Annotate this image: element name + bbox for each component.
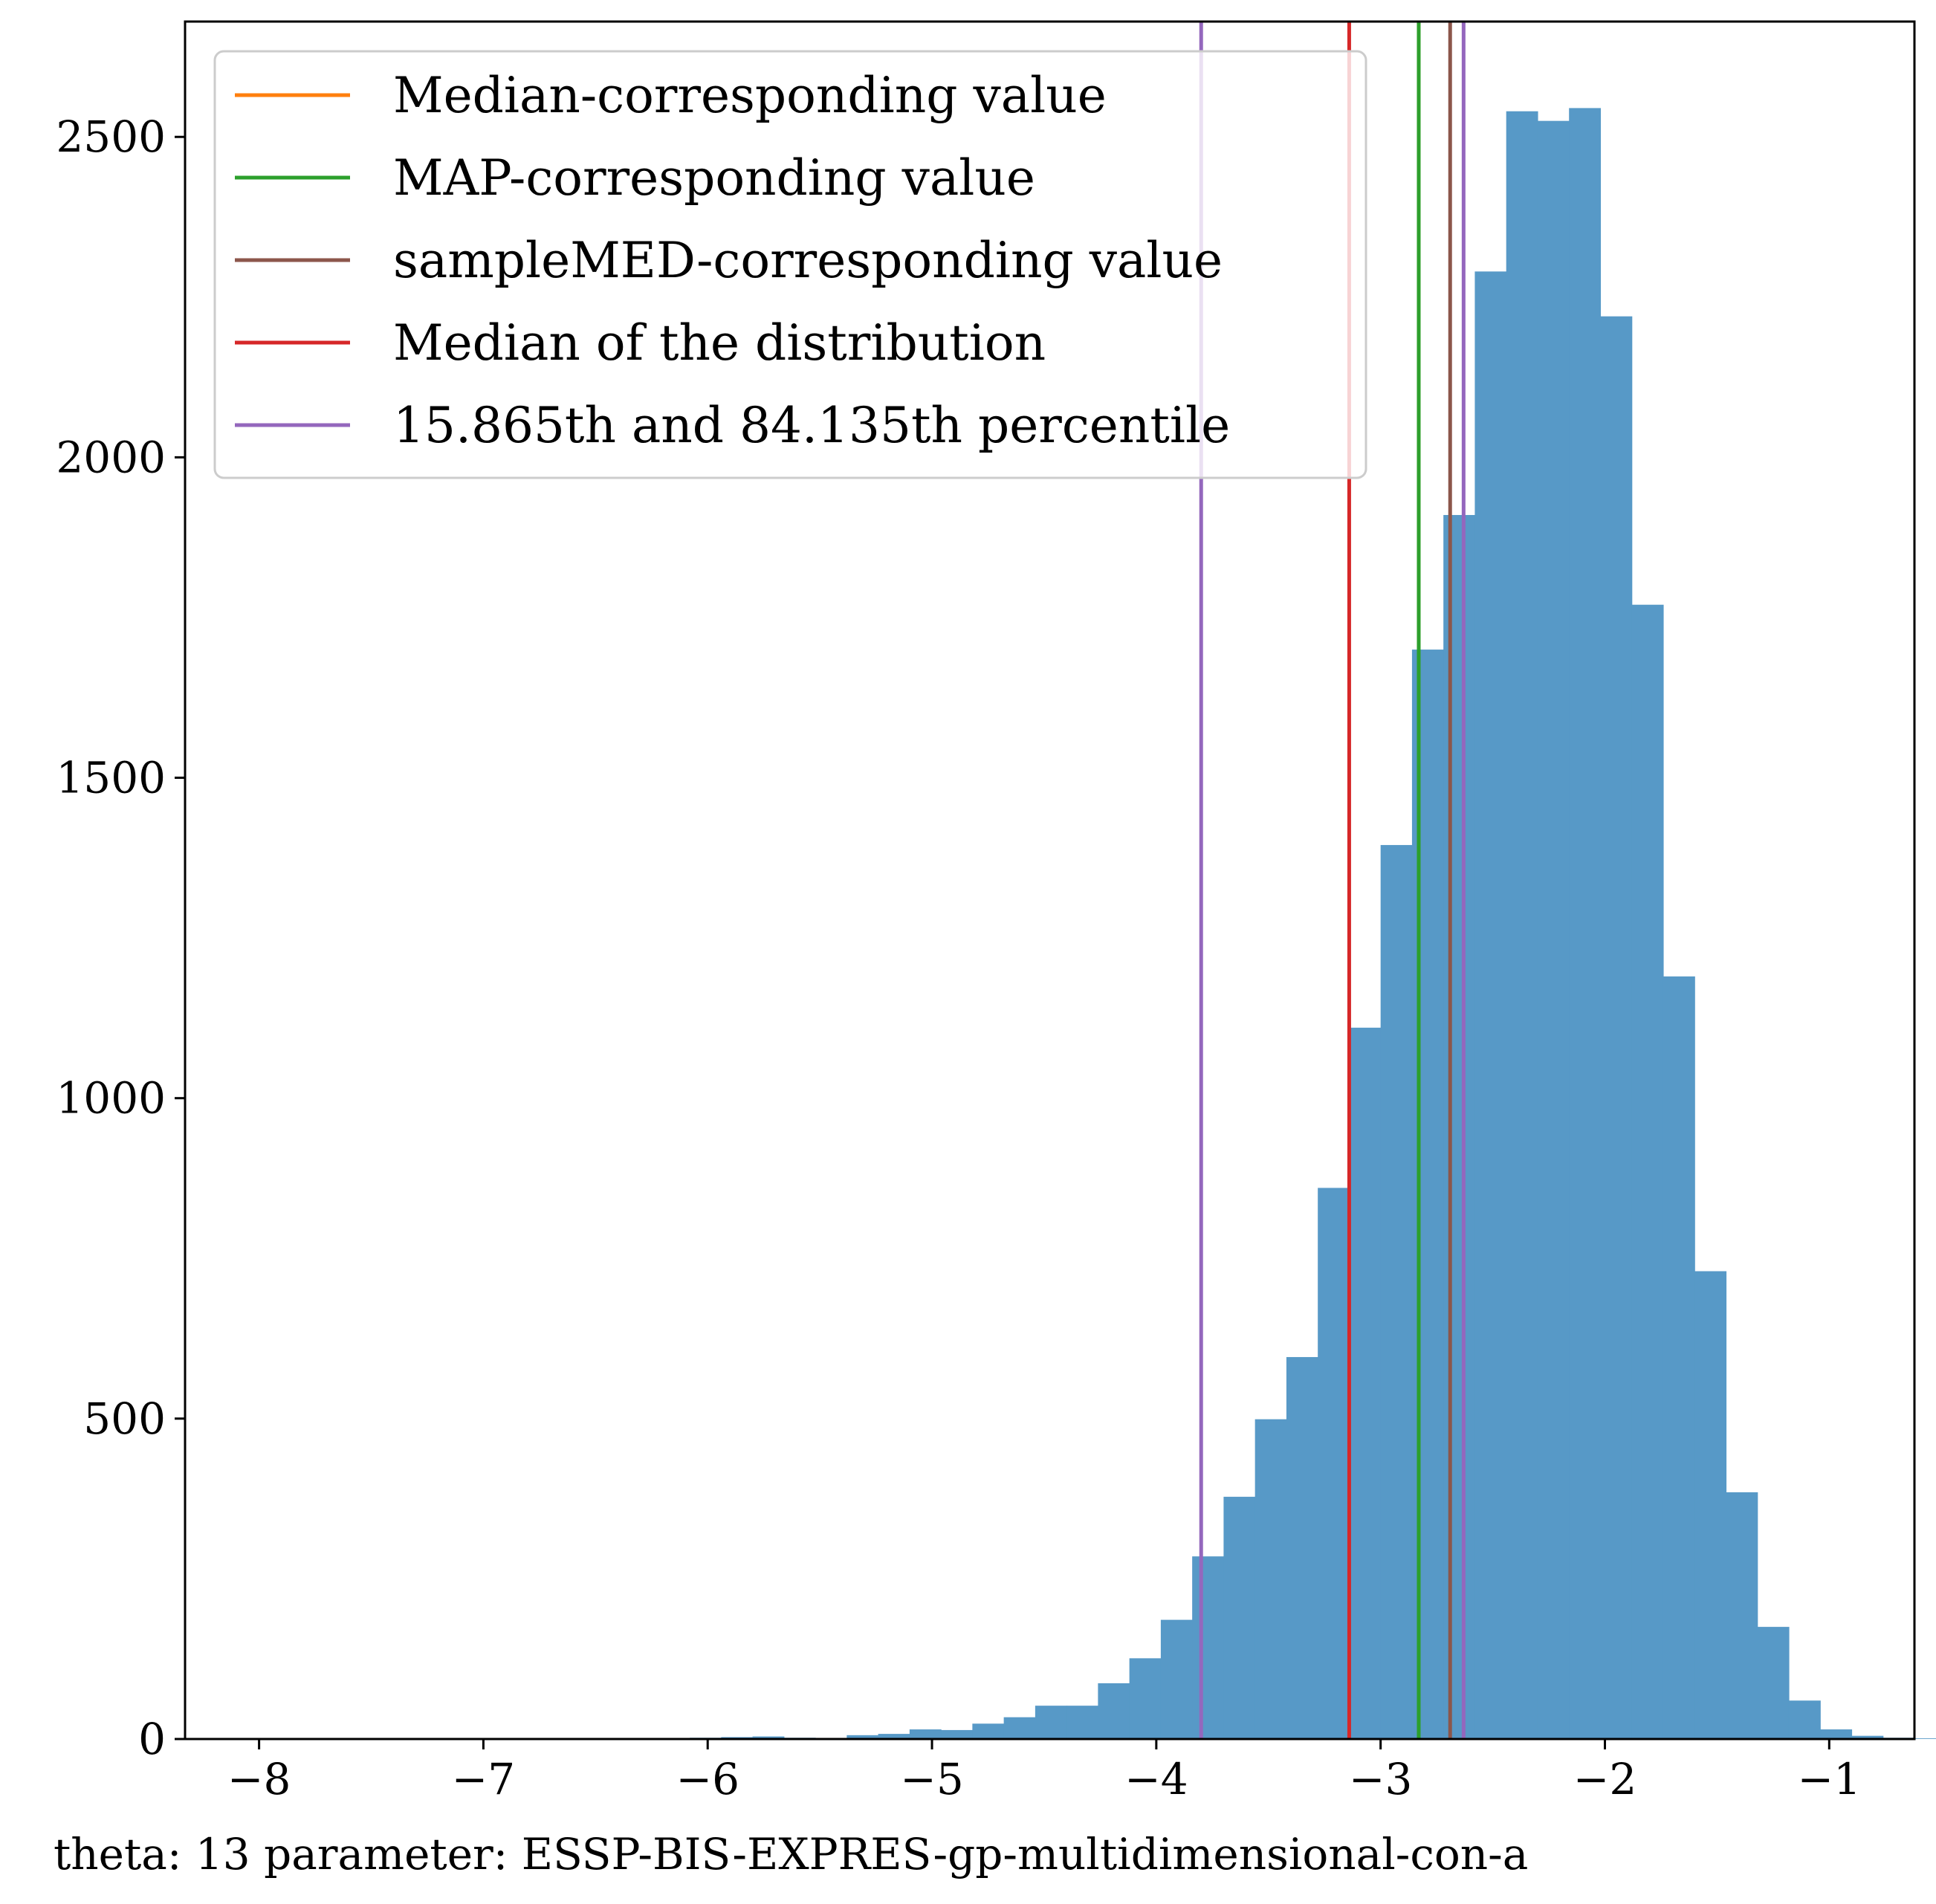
legend-box — [213, 50, 1367, 479]
histogram-bar — [1098, 1683, 1130, 1739]
x-tick-label: −4 — [1124, 1754, 1188, 1804]
y-axis-ticks: 0 500 1000 1500 2000 2500 — [56, 111, 185, 1764]
legend: Median-corresponding value MAP-correspond… — [213, 50, 1367, 479]
histogram-bar — [1569, 108, 1602, 1740]
histogram-bar — [972, 1723, 1005, 1739]
histogram-bar — [846, 1735, 879, 1739]
histogram-bar — [1537, 120, 1570, 1740]
histogram-bar — [941, 1729, 973, 1739]
plot-frame — [184, 20, 1916, 1741]
legend-label: Median-corresponding value — [393, 67, 1107, 124]
histogram-bar — [1318, 1188, 1350, 1739]
histogram-bar — [1035, 1706, 1067, 1739]
histogram-bar — [752, 1736, 785, 1739]
y-tick-label: 1500 — [56, 753, 166, 803]
histogram-bar — [1757, 1627, 1790, 1739]
histogram-bar — [1474, 271, 1507, 1739]
histogram-bar — [1286, 1357, 1318, 1739]
histogram-bar — [1851, 1735, 1884, 1739]
histogram-bar — [1631, 604, 1664, 1740]
histogram-bar — [1411, 650, 1444, 1739]
y-tick-label: 0 — [138, 1714, 166, 1764]
histogram-bar — [1349, 1027, 1382, 1739]
histogram-bar — [909, 1729, 942, 1739]
histogram-bar — [1600, 316, 1633, 1739]
histogram-bar — [1788, 1700, 1821, 1739]
x-axis-ticks: −8 −7 −6 −5 −4 −3 −2 −1 — [227, 1739, 1861, 1804]
y-tick-label: 2500 — [56, 111, 166, 162]
y-tick-label: 1000 — [56, 1073, 166, 1124]
histogram-bar — [1223, 1497, 1256, 1739]
x-tick-label: −3 — [1349, 1754, 1413, 1804]
x-tick-label: −7 — [452, 1754, 516, 1804]
histogram-bar — [1694, 1271, 1727, 1739]
histogram-bar — [1129, 1658, 1162, 1739]
histogram-bar — [1663, 976, 1695, 1739]
x-tick-label: −1 — [1798, 1754, 1862, 1804]
legend-label: 15.865th and 84.135th percentile — [393, 397, 1230, 454]
histogram-bar — [1066, 1706, 1098, 1739]
histogram-bar — [878, 1734, 910, 1739]
histogram-bar — [1003, 1717, 1036, 1739]
histogram-bar — [1726, 1492, 1758, 1739]
histogram-bar — [1914, 1738, 1936, 1739]
legend-label: MAP-corresponding value — [393, 149, 1035, 207]
y-tick-label: 500 — [83, 1393, 166, 1444]
legend-label: sampleMED-corresponding value — [393, 232, 1223, 289]
x-tick-label: −8 — [227, 1754, 291, 1804]
y-tick-label: 2000 — [56, 432, 166, 482]
x-tick-label: −6 — [676, 1754, 739, 1804]
histogram-bar — [1380, 845, 1413, 1739]
histogram-bar — [1443, 514, 1476, 1739]
x-axis-label: theta: 13 parameter: ESSP-BIS-EXPRES-gp-… — [54, 1829, 1528, 1879]
histogram-bar — [1160, 1619, 1193, 1739]
histogram-bar — [1820, 1729, 1853, 1739]
histogram-bar — [1506, 111, 1538, 1740]
histogram-bar — [1192, 1556, 1224, 1739]
histogram-bar — [1254, 1419, 1287, 1739]
legend-label: Median of the distribution — [393, 314, 1046, 372]
x-tick-label: −5 — [900, 1754, 964, 1804]
x-tick-label: −2 — [1573, 1754, 1637, 1804]
